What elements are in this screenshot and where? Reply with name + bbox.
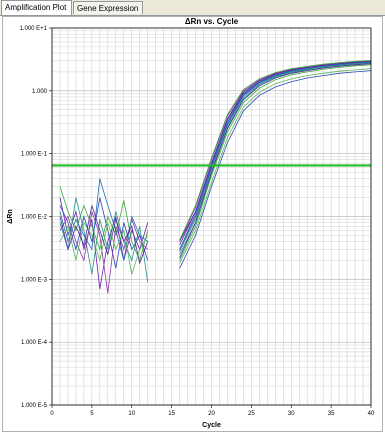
- x-tick-label: 0: [50, 411, 54, 417]
- y-axis-label: ΔRn: [7, 209, 14, 223]
- y-tick-label: 1.000 E-1: [21, 152, 48, 158]
- y-tick-label: 1.000 E-4: [21, 340, 48, 346]
- y-tick-label: 1.000 E-2: [21, 215, 48, 221]
- y-tick-label: 1.000 E-5: [21, 403, 48, 409]
- chart-title: ΔRn vs. Cycle: [185, 17, 239, 26]
- y-tick-label: 1.000 E-3: [21, 277, 48, 283]
- tab-bar: Amplification Plot Gene Expression: [0, 0, 385, 16]
- grid-layer: [51, 28, 372, 406]
- x-tick-label: 15: [168, 411, 175, 417]
- x-ticks: 0 5 10 15 20 25 30 35 40: [50, 405, 375, 417]
- amplification-curve-9: [179, 60, 372, 246]
- baseline-trace-8: [59, 205, 149, 265]
- x-tick-label: 10: [128, 411, 135, 417]
- tab-amplification-plot[interactable]: Amplification Plot: [1, 0, 72, 15]
- amplification-curve-10: [179, 70, 372, 269]
- x-tick-label: 30: [288, 411, 295, 417]
- x-tick-label: 5: [90, 411, 94, 417]
- baseline-trace-2: [59, 197, 149, 269]
- baseline-trace-4: [59, 186, 149, 262]
- y-tick-label: 1.000 E+1: [19, 26, 47, 32]
- x-tick-label: 25: [248, 411, 255, 417]
- y-ticks: 1.000 E+1 1.000 1.000 E-1 1.000 E-2 1.000 E-…: [19, 26, 52, 409]
- amplification-curve-12: [179, 60, 372, 241]
- x-tick-label: 20: [208, 411, 215, 417]
- baseline-trace-6: [59, 178, 148, 261]
- amplification-curve-8: [179, 63, 372, 258]
- y-tick-label: 1.000: [32, 89, 48, 95]
- x-axis-label: Cycle: [202, 422, 221, 429]
- amplification-curve-7: [179, 68, 372, 264]
- x-tick-label: 40: [368, 411, 375, 417]
- series-layer: [59, 60, 372, 294]
- amplification-curve-11: [179, 62, 372, 252]
- amplification-curve-4: [179, 64, 372, 261]
- tab-gene-expression[interactable]: Gene Expression: [73, 1, 143, 14]
- x-tick-label: 35: [328, 411, 335, 417]
- baseline-trace-5: [59, 211, 148, 294]
- amplification-curve-2: [179, 61, 372, 250]
